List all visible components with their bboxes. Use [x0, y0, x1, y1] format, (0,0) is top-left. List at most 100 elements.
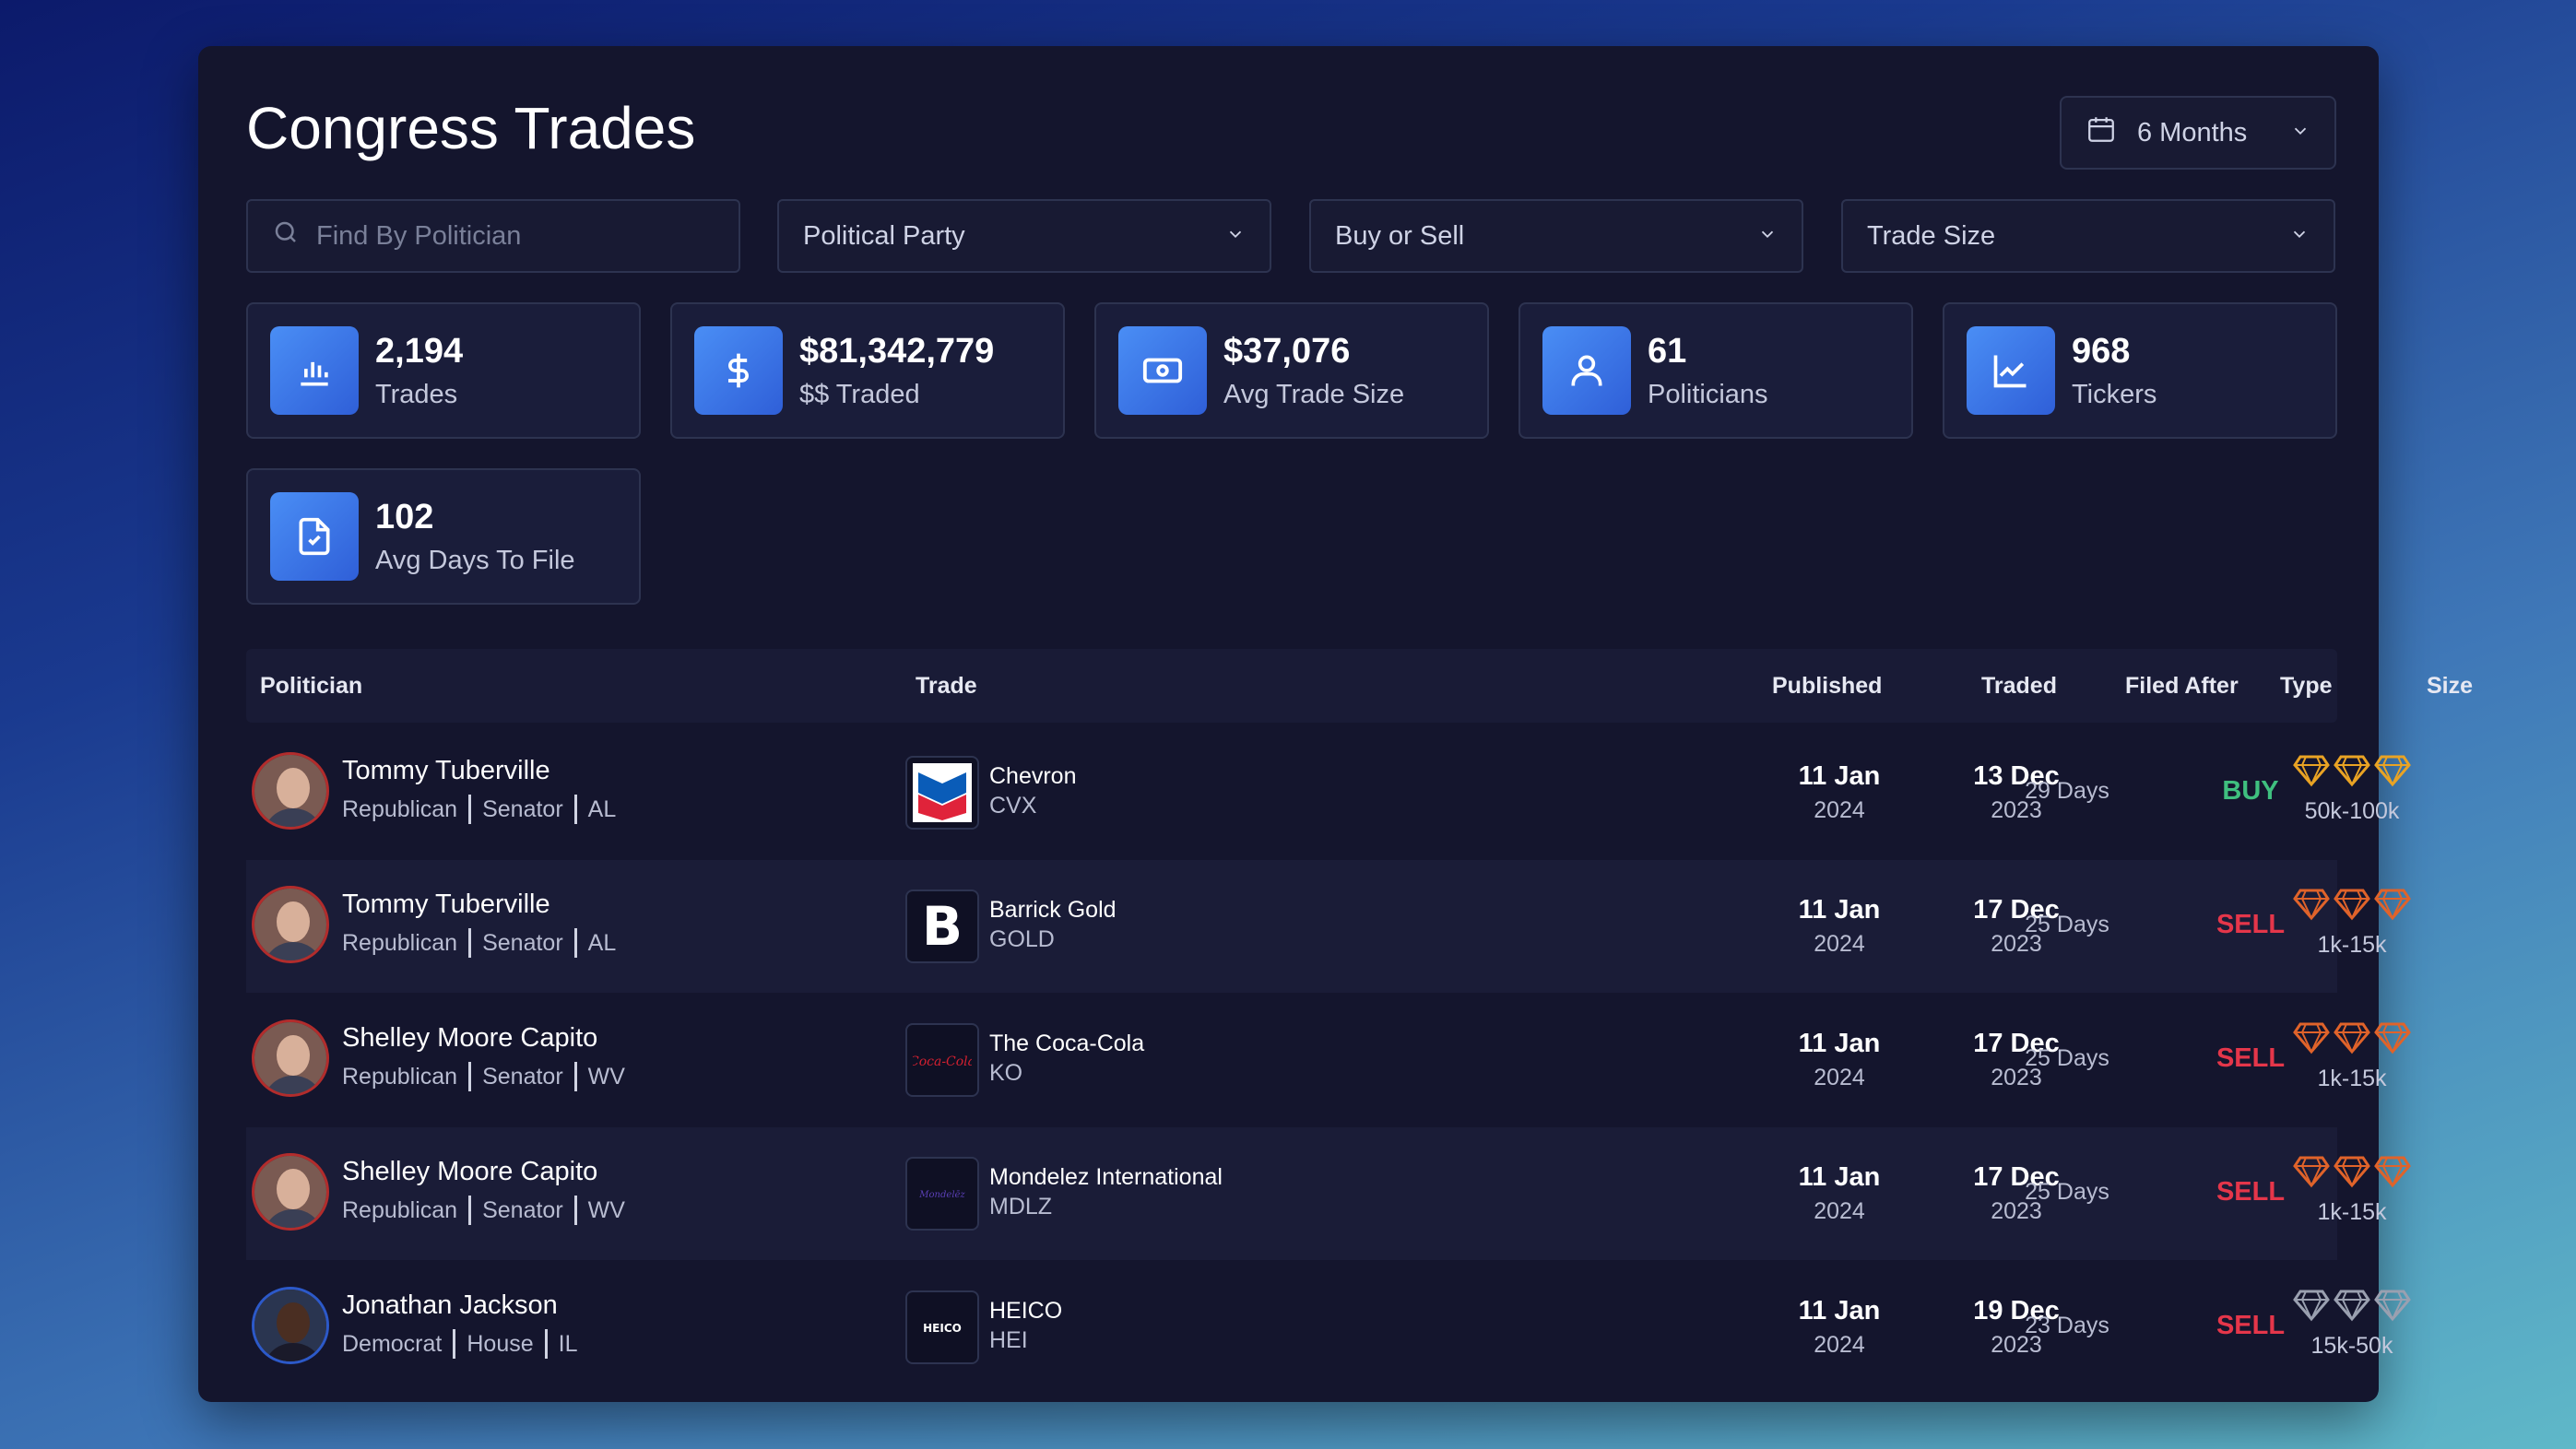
published-year: 2024	[1814, 931, 1865, 957]
state-label: WV	[587, 1063, 625, 1090]
published-day: 11 Jan	[1798, 895, 1881, 925]
avatar[interactable]	[252, 752, 329, 830]
stat-card-avg-size: $37,076 Avg Trade Size	[1094, 302, 1489, 439]
traded-year: 2023	[1991, 1198, 2042, 1224]
published-year: 2024	[1814, 797, 1865, 823]
column-header-published[interactable]: Published	[1772, 673, 1883, 699]
stat-value: 61	[1648, 332, 1687, 371]
company-name[interactable]: Mondelez International	[989, 1164, 1223, 1190]
stat-value: 968	[2072, 332, 2131, 371]
ticker-symbol: CVX	[989, 793, 1037, 819]
company-name[interactable]: The Coca-Cola	[989, 1031, 1145, 1056]
trade-type-badge: SELL	[2216, 910, 2286, 939]
traded-day: 17 Dec	[1973, 1029, 2060, 1058]
politician-name[interactable]: Tommy Tuberville	[342, 889, 550, 919]
table-row[interactable]: Shelley Moore Capito Republican Senator WV C…	[246, 994, 2411, 1126]
filed-after: 29 Days	[2025, 778, 2109, 804]
politician-name[interactable]: Tommy Tuberville	[342, 756, 550, 785]
gem-icon	[2293, 1289, 2330, 1326]
stat-card-days-to-file: 102 Avg Days To File	[246, 468, 641, 605]
chamber-label: Senator	[482, 1063, 563, 1090]
divider	[573, 795, 577, 824]
period-dropdown[interactable]: 6 Months	[2060, 96, 2336, 170]
politician-name[interactable]: Jonathan Jackson	[342, 1290, 558, 1320]
company-logo-icon[interactable]: Mondelēz	[905, 1157, 979, 1231]
published-year: 2024	[1814, 1065, 1865, 1090]
trade-type-badge: BUY	[2222, 776, 2279, 806]
chamber-label: Senator	[482, 1196, 563, 1223]
avatar[interactable]	[252, 1153, 329, 1231]
published-day: 11 Jan	[1798, 761, 1881, 791]
page-title: Congress Trades	[246, 95, 696, 161]
chevron-down-icon	[2290, 118, 2310, 148]
published-date: 11 Jan 2024	[1766, 994, 1913, 1091]
company-name[interactable]: Chevron	[989, 763, 1077, 789]
table-row[interactable]: Shelley Moore Capito Republican Senator WV M…	[246, 1127, 2411, 1260]
gem-icon	[2334, 1289, 2370, 1326]
chevron-down-icon	[1225, 221, 1246, 252]
period-label: 6 Months	[2137, 117, 2248, 147]
avatar[interactable]	[252, 1287, 329, 1364]
stat-value: $81,342,779	[799, 332, 995, 371]
party-dropdown[interactable]: Political Party	[777, 199, 1271, 273]
divider	[544, 1329, 548, 1359]
ticker-symbol: MDLZ	[989, 1194, 1053, 1219]
bar-chart-icon	[270, 326, 359, 415]
company-name[interactable]: Barrick Gold	[989, 897, 1117, 923]
gem-icon	[2374, 1155, 2411, 1193]
divider	[573, 1062, 577, 1091]
party-label: Republican	[342, 1063, 458, 1090]
size-rating	[2283, 888, 2421, 925]
trade-size-dropdown-label: Trade Size	[1867, 220, 1996, 251]
column-header-type[interactable]: Type	[2280, 673, 2333, 699]
filed-after: 23 Days	[2025, 1313, 2109, 1338]
column-header-trade[interactable]: Trade	[916, 673, 977, 699]
avatar[interactable]	[252, 886, 329, 963]
gem-icon	[2374, 1021, 2411, 1059]
table-header: Politician Trade Published Traded Filed …	[246, 649, 2473, 723]
state-label: WV	[587, 1196, 625, 1223]
size-rating	[2283, 754, 2421, 792]
column-header-filed-after[interactable]: Filed After	[2125, 673, 2239, 699]
traded-date: 17 Dec 2023	[1943, 860, 2090, 958]
gem-icon	[2334, 1021, 2370, 1059]
politician-name[interactable]: Shelley Moore Capito	[342, 1157, 598, 1186]
size-range: 1k-15k	[2317, 932, 2387, 958]
avatar[interactable]	[252, 1019, 329, 1097]
buy-sell-dropdown[interactable]: Buy or Sell	[1309, 199, 1803, 273]
stat-value: 102	[375, 498, 434, 536]
stat-card-tickers: 968 Tickers	[1943, 302, 2337, 439]
table-row[interactable]: Tommy Tuberville Republican Senator AL B Barr…	[246, 860, 2411, 993]
table-row[interactable]: Jonathan Jackson Democrat House IL HEICO HEIC…	[246, 1261, 2411, 1394]
gem-icon	[2374, 1289, 2411, 1326]
published-day: 11 Jan	[1798, 1162, 1881, 1192]
company-logo-icon[interactable]	[905, 756, 979, 830]
politician-meta: Democrat House IL	[342, 1329, 578, 1359]
search-input[interactable]: Find By Politician	[246, 199, 740, 273]
party-label: Republican	[342, 1196, 458, 1223]
company-logo-icon[interactable]: Coca-Cola	[905, 1023, 979, 1097]
traded-year: 2023	[1991, 797, 2042, 823]
column-header-politician[interactable]: Politician	[260, 673, 363, 699]
column-header-size[interactable]: Size	[2427, 673, 2474, 699]
gem-icon	[2293, 1155, 2330, 1193]
state-label: AL	[587, 795, 617, 822]
person-icon	[1542, 326, 1631, 415]
chamber-label: Senator	[482, 929, 563, 956]
trade-type-badge: SELL	[2216, 1311, 2286, 1340]
published-day: 11 Jan	[1798, 1029, 1881, 1058]
stat-caption: Avg Trade Size	[1223, 380, 1405, 409]
company-logo-icon[interactable]: B	[905, 889, 979, 963]
traded-day: 13 Dec	[1973, 761, 2060, 791]
gem-icon	[2334, 888, 2370, 925]
divider	[453, 1329, 456, 1359]
company-logo-icon[interactable]: HEICO	[905, 1290, 979, 1364]
table-row[interactable]: Tommy Tuberville Republican Senator AL Chevr…	[246, 726, 2411, 859]
trade-size-dropdown[interactable]: Trade Size	[1841, 199, 2335, 273]
column-header-traded[interactable]: Traded	[1981, 673, 2057, 699]
politician-name[interactable]: Shelley Moore Capito	[342, 1023, 598, 1053]
divider	[573, 1196, 577, 1225]
stat-caption: Tickers	[2072, 380, 2157, 409]
company-name[interactable]: HEICO	[989, 1298, 1063, 1324]
stat-card-trades: 2,194 Trades	[246, 302, 641, 439]
